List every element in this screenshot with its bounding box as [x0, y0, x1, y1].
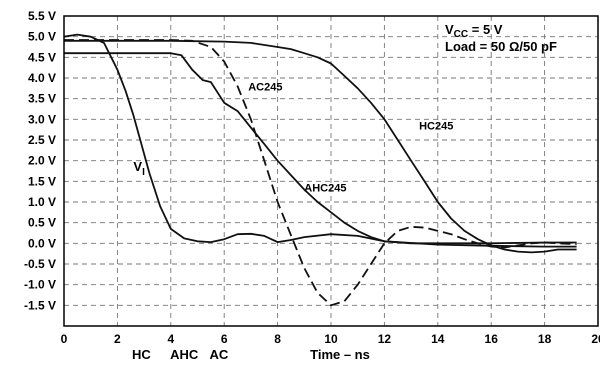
- y-tick-label: -1.0 V: [24, 278, 56, 292]
- x-tick-label: 8: [274, 332, 281, 346]
- x-tick-label: 10: [324, 332, 338, 346]
- below-axis-label: AC: [209, 347, 228, 362]
- x-tick-label: 14: [431, 332, 445, 346]
- y-tick-label: 3.0 V: [28, 112, 56, 126]
- y-tick-label: 0.0 V: [28, 236, 56, 250]
- conditions-box: VCC = 5 V Load = 50 Ω/50 pF: [445, 22, 557, 54]
- y-tick-label: 5.0 V: [28, 30, 56, 44]
- x-tick-label: 0: [61, 332, 68, 346]
- y-tick-label: 2.5 V: [28, 133, 56, 147]
- y-tick-label: 2.0 V: [28, 154, 56, 168]
- x-tick-label: 18: [538, 332, 552, 346]
- y-tick-label: 0.5 V: [28, 216, 56, 230]
- load-label: Load = 50 Ω/50 pF: [445, 39, 557, 54]
- vcc-subscript: CC: [454, 29, 468, 40]
- x-tick-label: 2: [114, 332, 121, 346]
- series-label-vi: VI: [133, 159, 145, 178]
- y-tick-label: 3.5 V: [28, 92, 56, 106]
- series-line-ahc245: [64, 52, 577, 245]
- x-tick-label: 12: [378, 332, 392, 346]
- plot-frame: [63, 15, 599, 327]
- y-tick-label: 4.5 V: [28, 50, 56, 64]
- series-line-vi: [63, 33, 577, 248]
- y-tick-label: 4.0 V: [28, 71, 56, 85]
- x-tick-label: 6: [221, 332, 228, 346]
- plot-series: [63, 33, 577, 307]
- x-tick-label: 20: [591, 332, 600, 346]
- below-axis-label: AHC: [170, 347, 199, 362]
- series-line-hc245: [64, 39, 577, 254]
- y-tick-label: 1.5 V: [28, 174, 56, 188]
- svg-text:VCC = 5 V: VCC = 5 V: [445, 22, 503, 40]
- x-tick-label: 4: [167, 332, 174, 346]
- annotations: VI AC245 HC245 AHC245 HC AHC AC: [132, 81, 453, 362]
- series-label-ac245: AC245: [248, 81, 282, 93]
- below-axis-label: HC: [132, 347, 151, 362]
- vcc-value: = 5 V: [468, 22, 503, 37]
- series-line-ac245: [64, 39, 577, 307]
- y-tick-label: -0.5 V: [24, 257, 56, 271]
- y-tick-label: 1.0 V: [28, 195, 56, 209]
- series-label-hc245: HC245: [419, 121, 453, 133]
- tick-labels: 5.5 V 5.0 V 4.5 V 4.0 V 3.5 V 3.0 V 2.5 V 2.0 V…: [24, 9, 600, 346]
- x-axis-label: Time – ns: [310, 347, 370, 362]
- series-label-ahc245: AHC245: [304, 183, 346, 195]
- x-tick-label: 16: [485, 332, 499, 346]
- vcc-label: V: [445, 22, 454, 37]
- y-tick-label: 5.5 V: [28, 9, 56, 23]
- y-tick-label: -1.5 V: [24, 298, 56, 312]
